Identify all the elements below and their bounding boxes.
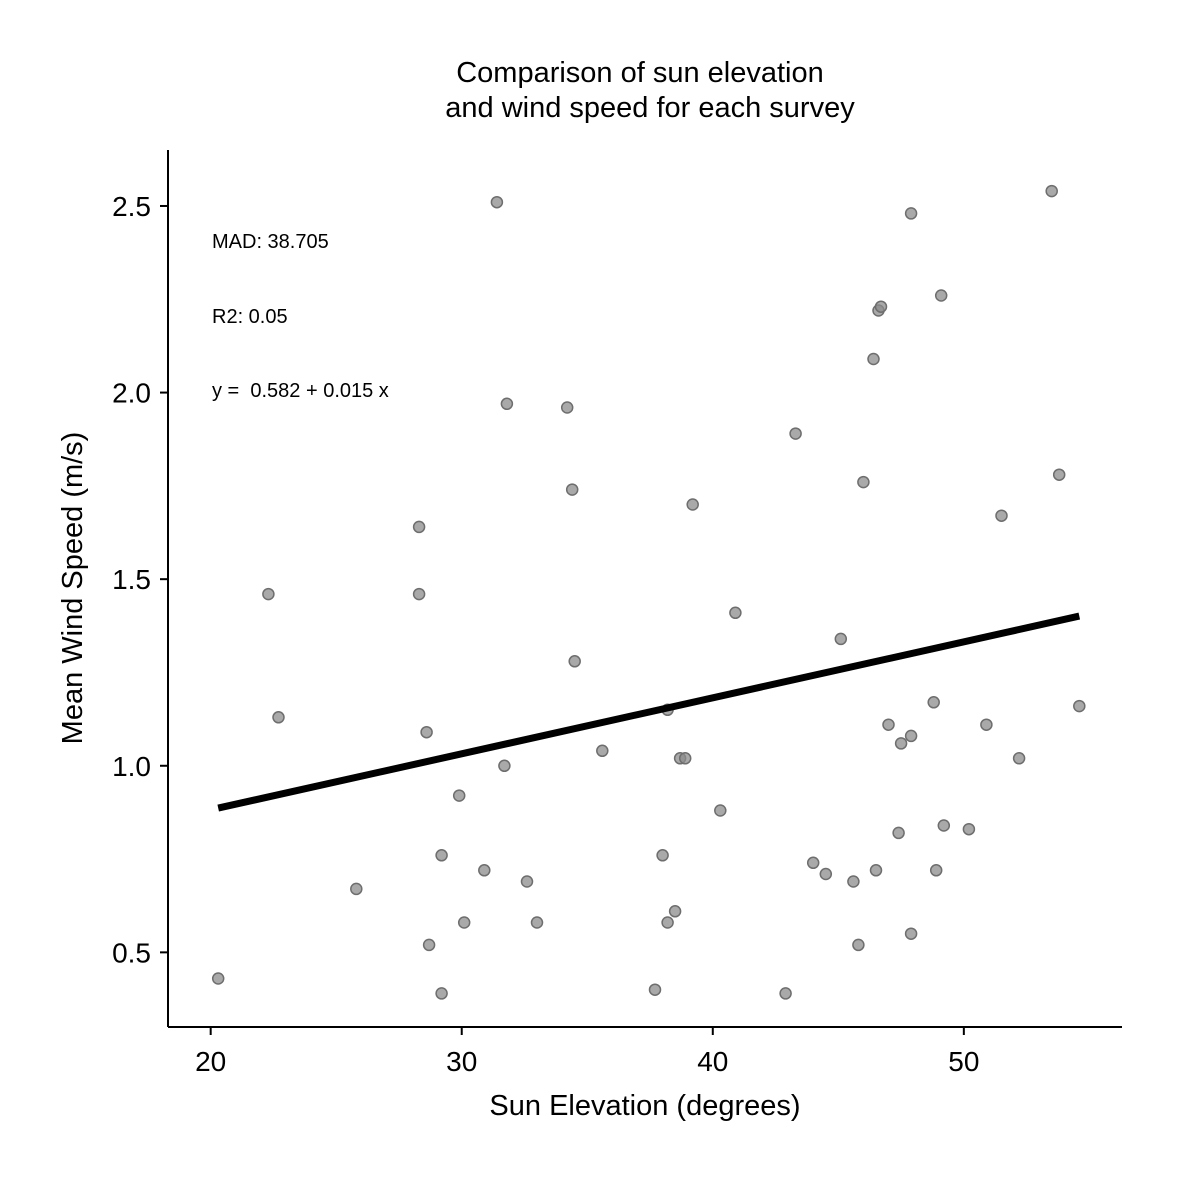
annotation-mad: MAD: 38.705 bbox=[212, 231, 329, 253]
data-point bbox=[478, 864, 491, 877]
regression-line-group bbox=[217, 612, 1081, 812]
data-point bbox=[457, 916, 471, 929]
y-tick-label: 0.5 bbox=[112, 937, 151, 968]
data-point bbox=[422, 938, 436, 952]
data-point bbox=[819, 867, 833, 881]
data-point bbox=[211, 972, 225, 985]
data-point bbox=[894, 737, 908, 750]
annotation-equation: y = 0.582 + 0.015 x bbox=[212, 380, 389, 402]
data-point bbox=[869, 864, 883, 877]
y-tick-label: 2.5 bbox=[112, 191, 151, 222]
data-point bbox=[852, 938, 865, 952]
data-point bbox=[789, 427, 802, 440]
data-point bbox=[867, 352, 880, 366]
x-tick-label: 20 bbox=[195, 1046, 226, 1077]
data-point bbox=[686, 498, 699, 511]
data-point bbox=[648, 983, 662, 996]
x-tick-label: 40 bbox=[697, 1046, 728, 1077]
data-point bbox=[560, 401, 574, 414]
y-tick-label: 1.0 bbox=[112, 751, 151, 782]
data-point bbox=[962, 822, 976, 836]
data-point bbox=[927, 696, 940, 709]
data-point bbox=[661, 916, 674, 929]
data-point bbox=[412, 587, 426, 601]
data-point bbox=[806, 856, 820, 870]
data-point bbox=[498, 759, 511, 773]
data-point bbox=[1045, 184, 1058, 198]
data-point bbox=[656, 849, 669, 862]
data-point bbox=[779, 987, 792, 1000]
data-point bbox=[668, 905, 682, 918]
data-point bbox=[874, 300, 888, 313]
data-point bbox=[490, 195, 504, 209]
data-point bbox=[980, 718, 993, 731]
data-point bbox=[995, 509, 1008, 522]
data-point bbox=[350, 882, 363, 896]
data-point bbox=[892, 826, 905, 840]
chart-title-line-2: and wind speed for each survey bbox=[445, 92, 855, 124]
data-point bbox=[420, 725, 433, 739]
regression-line bbox=[217, 612, 1081, 812]
x-tick-label: 30 bbox=[446, 1046, 477, 1077]
data-point bbox=[1073, 699, 1086, 713]
data-point bbox=[500, 397, 514, 411]
data-point bbox=[452, 789, 466, 802]
x-axis-label: Sun Elevation (degrees) bbox=[489, 1090, 800, 1122]
data-point bbox=[904, 927, 918, 940]
y-tick-label: 2.0 bbox=[112, 378, 151, 409]
data-point bbox=[565, 483, 579, 496]
x-axis-ticks: 20 30 40 50 bbox=[195, 1027, 979, 1077]
data-points bbox=[211, 184, 1086, 1000]
annotation-r2: R2: 0.05 bbox=[212, 306, 288, 328]
data-point bbox=[1052, 468, 1066, 481]
data-point bbox=[435, 849, 448, 862]
data-point bbox=[596, 744, 609, 758]
data-point bbox=[272, 711, 285, 724]
data-point bbox=[435, 987, 448, 1000]
data-point bbox=[530, 916, 544, 929]
data-point bbox=[847, 875, 860, 888]
data-point bbox=[857, 475, 870, 489]
data-point bbox=[520, 875, 534, 888]
data-point bbox=[934, 289, 948, 302]
data-point bbox=[882, 718, 895, 731]
data-point bbox=[929, 864, 943, 877]
y-tick-label: 1.5 bbox=[112, 564, 151, 595]
x-tick-label: 50 bbox=[948, 1046, 979, 1077]
data-point bbox=[714, 804, 727, 817]
data-point bbox=[1012, 752, 1026, 765]
data-point bbox=[904, 207, 918, 220]
chart-title-line-1: Comparison of sun elevation bbox=[456, 57, 824, 89]
data-point bbox=[904, 729, 918, 743]
y-axis-ticks: 0.5 1.0 1.5 2.0 2.5 bbox=[112, 191, 168, 968]
y-axis-label: Mean Wind Speed (m/s) bbox=[57, 432, 89, 745]
data-point bbox=[568, 655, 581, 668]
data-point bbox=[262, 587, 275, 601]
data-point bbox=[678, 752, 692, 765]
data-point bbox=[412, 520, 426, 534]
data-point bbox=[834, 632, 848, 646]
data-point bbox=[729, 606, 742, 620]
data-point bbox=[937, 819, 951, 832]
